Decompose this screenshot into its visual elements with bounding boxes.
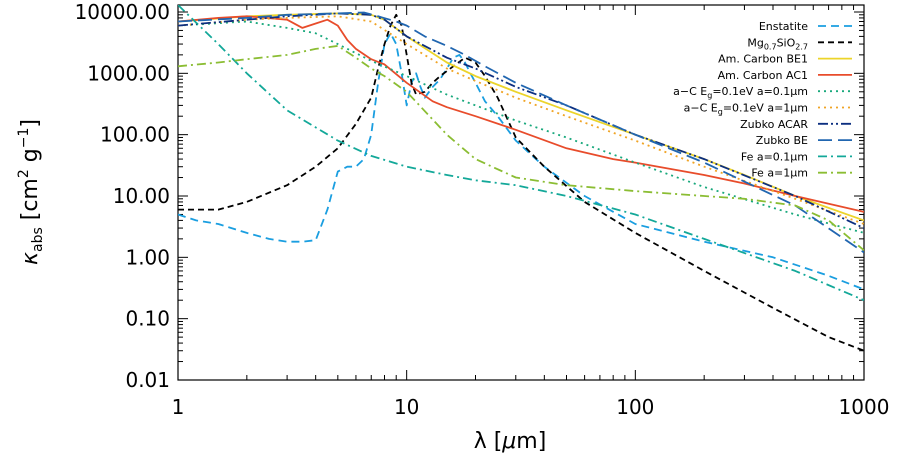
legend: Enstatite Mg0.7SiO2.7 Am. Carbon BE1 Am. Ca…: [673, 20, 852, 180]
series-line-3: [178, 15, 864, 213]
series-line-7: [178, 11, 864, 254]
legend-label-0: Enstatite: [759, 20, 808, 33]
plot-frame: [177, 4, 865, 381]
y-tick-label: 0.10: [125, 307, 170, 331]
y-axis-title-kappa: κ: [18, 252, 43, 265]
legend-label-4: a−C Eg=0.1eV a=0.1μm: [673, 85, 808, 100]
legend-label-3: Am. Carbon AC1: [718, 69, 808, 82]
legend-label-6: Zubko ACAR: [740, 118, 808, 131]
y-axis-title-open: [cm: [18, 178, 43, 227]
y-tick-label: 1000.00: [87, 61, 170, 85]
x-axis-title: λ [μm]: [474, 429, 547, 454]
series-line-4: [178, 20, 864, 234]
series-layer: [178, 5, 864, 352]
series-line-9: [178, 45, 864, 251]
x-axis-title-prefix: λ [: [474, 429, 503, 454]
y-tick-label: 0.01: [125, 368, 170, 392]
x-tick-label: 100: [616, 395, 654, 419]
y-tick-label: 1.00: [125, 245, 170, 269]
series-line-6: [178, 12, 864, 229]
legend-label-7: Zubko BE: [756, 134, 808, 147]
x-tick-label: 1000: [839, 395, 890, 419]
y-tick-label: 10000.00: [75, 0, 170, 24]
x-axis-title-rest: m]: [516, 429, 546, 454]
y-axis-title-exp1: 2: [16, 169, 32, 178]
series-line-5: [178, 15, 864, 225]
legend-label-9: Fe a=1μm: [751, 167, 808, 180]
series-line-8: [178, 5, 864, 302]
axis-ticks: 1 10 100 1000 0.01 0.10 1.00 10.00 100.00 1000.00…: [75, 0, 890, 419]
y-axis-title-exp2: −1: [16, 128, 32, 149]
y-tick-label: 10.00: [113, 184, 170, 208]
y-axis-title-close: ]: [18, 119, 43, 128]
x-tick-label: 1: [172, 395, 185, 419]
y-axis-title-mid: g: [18, 148, 43, 169]
x-axis-title-mu: μ: [501, 429, 516, 454]
legend-label-5: a−C Eg=0.1eV a=1μm: [684, 102, 808, 117]
y-tick-label: 100.00: [100, 123, 170, 147]
y-axis-title-sub: abs: [30, 227, 46, 252]
y-axis-title: κabs [cm2 g−1]: [16, 119, 46, 265]
legend-label-8: Fe a=0.1μm: [741, 150, 808, 163]
x-tick-label: 10: [394, 395, 419, 419]
legend-label-2: Am. Carbon BE1: [718, 53, 808, 66]
legend-label-1: Mg0.7SiO2.7: [747, 36, 808, 51]
